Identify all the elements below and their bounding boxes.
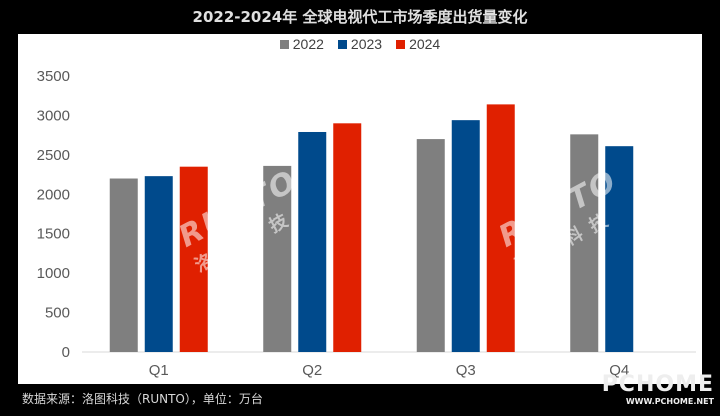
source-note: 数据来源：洛图科技（RUNTO），单位：万台 — [22, 392, 263, 406]
y-tick-label: 3500 — [37, 68, 70, 85]
x-tick-label: Q2 — [302, 362, 322, 379]
site-logo-main: PCHOME — [601, 372, 714, 397]
bar-2022-Q3 — [416, 139, 445, 352]
bar-2023-Q4 — [605, 146, 634, 352]
site-logo: PCHOME WWW.PCHOME.NET — [602, 372, 714, 406]
x-tick-label: Q3 — [456, 362, 476, 379]
legend: 2022 2023 2024 — [18, 36, 702, 52]
chart-title: 2022-2024年 全球电视代工市场季度出货量变化 — [192, 8, 528, 26]
y-tick-label: 2500 — [37, 147, 70, 164]
y-tick-label: 500 — [45, 305, 70, 322]
y-tick-label: 0 — [62, 344, 70, 361]
x-tick-label: Q4 — [609, 362, 629, 379]
bar-chart: 0 500 1000 1500 2000 2500 3000 3500 Q1 Q2 Q3 Q4 — [37, 68, 696, 379]
bar-2024-Q2 — [333, 123, 362, 352]
bar-2022-Q2 — [263, 165, 292, 352]
bar-2024-Q3 — [486, 104, 515, 352]
bar-2022-Q1 — [109, 178, 138, 352]
legend-item-2023: 2023 — [337, 36, 383, 52]
legend-label-2022: 2022 — [292, 36, 324, 52]
bar-2023-Q1 — [144, 176, 173, 352]
site-logo-url: WWW.PCHOME.NET — [625, 397, 714, 406]
y-tick-label: 3000 — [37, 107, 70, 124]
legend-label-2024: 2024 — [409, 36, 441, 52]
bar-2022-Q4 — [570, 134, 599, 352]
bar-2023-Q2 — [298, 131, 327, 352]
legend-swatch-2024 — [396, 39, 406, 49]
legend-swatch-2022 — [279, 39, 289, 49]
legend-item-2024: 2024 — [396, 36, 440, 52]
x-tick-label: Q1 — [149, 362, 169, 379]
bar-2024-Q1 — [179, 166, 208, 352]
legend-swatch-2023 — [337, 39, 347, 49]
y-tick-label: 1500 — [37, 226, 70, 243]
y-tick-label: 1000 — [37, 265, 70, 282]
y-tick-label: 2000 — [37, 186, 70, 203]
bar-2023-Q3 — [451, 120, 480, 352]
legend-item-2022: 2022 — [279, 36, 324, 52]
legend-label-2023: 2023 — [350, 36, 383, 52]
plot-area: 2022 2023 2024 0 500 1000 1500 2000 2500 3000 3… — [18, 34, 702, 384]
